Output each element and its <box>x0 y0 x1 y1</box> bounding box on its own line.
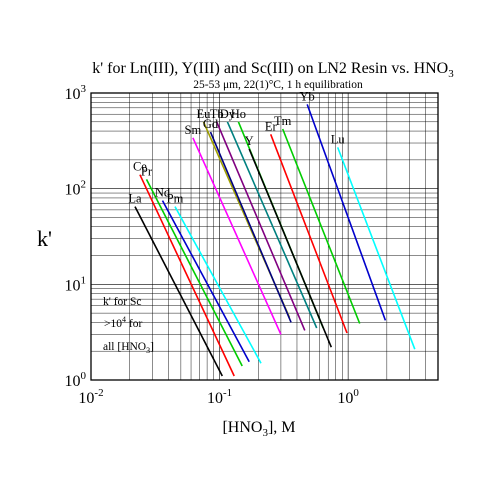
series-line-lu <box>336 147 416 350</box>
series-label-sm: Sm <box>185 123 202 137</box>
series-line-pr <box>145 179 243 367</box>
series-label-y: Y <box>245 134 254 148</box>
series-line-sm <box>192 137 282 335</box>
x-axis-label: [HNO3], M <box>222 419 295 439</box>
annotation-superscript: 4 <box>122 315 126 324</box>
chart-subtitle: 25-53 μm, 22(1)°C, 1 h equilibration <box>193 79 363 91</box>
series-line-dy <box>226 121 318 329</box>
annotation-line-2: >104 for <box>104 315 142 330</box>
series-line-y <box>248 148 333 348</box>
x-tick-label: 100 <box>337 387 359 407</box>
annotation-line-1: k' for Sc <box>103 296 141 308</box>
series-label-ho: Ho <box>231 107 246 121</box>
y-tick-label: 103 <box>65 83 87 103</box>
series-label-tb: Tb <box>210 107 224 121</box>
series-label-lu: Lu <box>331 132 346 146</box>
series-label-eu: Eu <box>197 107 212 121</box>
plot-series <box>134 104 416 377</box>
series-label-tm: Tm <box>274 114 292 128</box>
series-line-tb <box>215 121 306 331</box>
x-tick-labels: 10-2 10-1 100 <box>78 387 359 407</box>
sc-annotation: k' for Sc >104 for all [HNO3] <box>103 296 154 355</box>
series-line-pm <box>174 206 262 364</box>
y-tick-label: 101 <box>65 274 87 294</box>
series-label-nd: Nd <box>155 186 171 200</box>
series-line-la <box>134 206 224 377</box>
series-line-tm <box>281 128 361 324</box>
series-line-ce <box>139 174 235 377</box>
x-tick-label: 10-2 <box>78 387 103 407</box>
series-label-pr: Pr <box>141 164 153 178</box>
chart-title-subscript: 3 <box>448 68 454 80</box>
series-label-yb: Yb <box>300 89 315 103</box>
series-line-gd <box>209 131 292 323</box>
y-axis-label: k' <box>37 226 52 251</box>
x-tick-label: 10-1 <box>207 387 232 407</box>
y-tick-label: 102 <box>65 179 87 199</box>
annotation-line-3: all [HNO3] <box>103 341 154 355</box>
series-line-nd <box>161 200 250 363</box>
series-line-yb <box>306 104 387 321</box>
plot-frame <box>90 92 439 381</box>
annotation-subscript: 3 <box>146 346 150 355</box>
series-label-pm: Pm <box>167 192 184 206</box>
y-tick-labels: 100 101 102 103 <box>65 83 87 390</box>
series-label-er: Er <box>265 119 278 133</box>
chart-title: k' for Ln(III), Y(III) and Sc(III) on LN… <box>92 60 454 80</box>
series-label-ce: Ce <box>133 160 147 174</box>
series-line-er <box>269 134 348 334</box>
y-tick-label: 100 <box>65 370 87 390</box>
series-label-la: La <box>128 192 142 206</box>
series-label-dy: Dy <box>220 107 236 121</box>
x-axis-label-subscript: 3 <box>262 427 268 439</box>
series-label-gd: Gd <box>203 117 219 131</box>
